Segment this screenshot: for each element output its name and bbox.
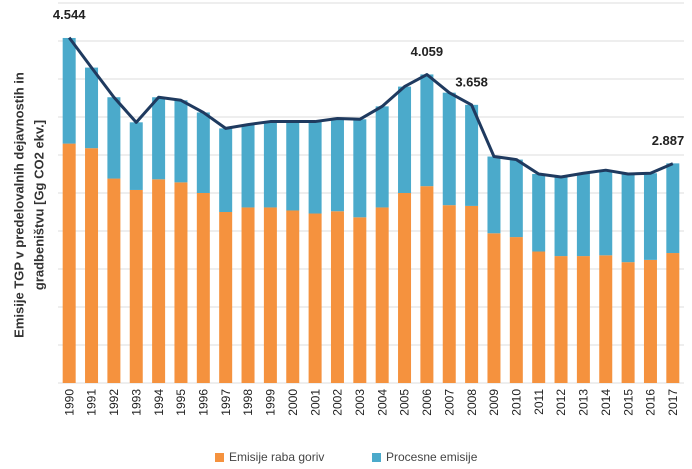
bar-segment (129, 189, 143, 383)
bar-segment (599, 170, 613, 256)
x-tick-label: 2002 (331, 389, 345, 416)
bar-segment (509, 159, 523, 238)
bar-segment (308, 121, 322, 214)
bar-segment (330, 211, 344, 383)
x-tick-label: 1995 (174, 389, 188, 416)
bar-segment (643, 259, 657, 383)
bar-segment (375, 106, 389, 208)
data-label: 2.887 (652, 133, 685, 148)
bar-segment (174, 182, 188, 383)
legend-swatch (372, 453, 381, 462)
bar-segment (308, 213, 322, 383)
bar-segment (241, 207, 255, 383)
x-tick-label: 1993 (129, 389, 143, 416)
bar-segment (62, 37, 76, 144)
bar-segment (442, 92, 456, 206)
data-label: 3.658 (455, 74, 488, 89)
bar-segment (487, 156, 501, 234)
x-tick-label: 2009 (487, 389, 501, 416)
bar-segment (330, 118, 344, 212)
bar-segment (643, 173, 657, 260)
x-tick-label: 1997 (219, 389, 233, 416)
bar-segment (62, 143, 76, 383)
x-tick-label: 1998 (241, 389, 255, 416)
bar-segment (554, 177, 568, 257)
bar-segment (152, 179, 166, 383)
bar-segment (398, 193, 412, 383)
x-tick-label: 2008 (465, 389, 479, 416)
bar-segment (465, 205, 479, 383)
bar-segment (286, 210, 300, 383)
bar-segment (621, 262, 635, 383)
bar-segment (196, 193, 210, 383)
x-tick-label: 2004 (375, 389, 389, 416)
x-tick-label: 2003 (353, 389, 367, 416)
bar-segment (174, 100, 188, 183)
bar-segment (420, 186, 434, 383)
x-tick-label: 2016 (644, 389, 658, 416)
x-tick-label: 1990 (62, 389, 76, 416)
bar-segment (554, 256, 568, 383)
bar-segment (152, 97, 166, 180)
legend-label: Emisije raba goriv (229, 450, 324, 464)
x-tick-label: 2006 (420, 389, 434, 416)
bar-segment (241, 124, 255, 208)
bar-segment (576, 256, 590, 383)
bar-segment (576, 173, 590, 257)
x-tick-label: 2012 (554, 389, 568, 416)
bar-segment (353, 119, 367, 218)
bar-segment (263, 207, 277, 383)
bar-segment (532, 174, 546, 252)
x-tick-label: 1992 (107, 389, 121, 416)
x-tick-label: 2011 (532, 389, 546, 415)
bar-segment (621, 174, 635, 263)
bar-segment (107, 97, 121, 179)
data-label: 4.059 (411, 44, 444, 59)
bar-segment (196, 112, 210, 193)
bar-segment (353, 217, 367, 383)
legend-label: Procesne emisije (386, 450, 478, 464)
bar-segment (666, 163, 680, 254)
x-tick-label: 1999 (264, 389, 278, 416)
bar-segment (398, 86, 412, 193)
x-tick-label: 2013 (577, 389, 591, 416)
bar-segment (107, 178, 121, 383)
x-tick-label: 2005 (398, 389, 412, 416)
bar-segment (420, 74, 434, 187)
bar-segment (286, 121, 300, 211)
x-tick-label: 2014 (599, 389, 613, 416)
x-tick-label: 1991 (85, 389, 99, 416)
bar-segment (129, 122, 143, 190)
bar-segment (85, 148, 99, 383)
bar-segment (599, 255, 613, 383)
x-tick-label: 2010 (509, 389, 523, 416)
y-axis-title: Emisije TGP v predelovalnih dejavnostih … (11, 72, 26, 338)
bar-segment (487, 233, 501, 383)
bar-segment (375, 207, 389, 383)
x-tick-label: 2000 (286, 389, 300, 416)
x-tick-label: 1994 (152, 389, 166, 416)
bar-segment (666, 253, 680, 383)
x-tick-label: 1996 (196, 389, 210, 416)
x-tick-label: 2007 (442, 389, 456, 416)
data-label: 4.544 (53, 7, 86, 22)
bar-segment (532, 251, 546, 383)
x-tick-label: 2017 (666, 389, 680, 416)
bar-segment (263, 121, 277, 208)
bar-segment (465, 104, 479, 206)
bar-segment (509, 237, 523, 383)
bar-segment (442, 205, 456, 383)
x-tick-label: 2001 (308, 389, 322, 416)
y-axis-title: gradbeništvu [Gg CO2 ekv.] (31, 120, 46, 290)
bar-segment (219, 128, 233, 212)
bar-segment (85, 67, 99, 149)
x-tick-label: 2015 (621, 389, 635, 416)
legend-swatch (215, 453, 224, 462)
bar-segment (219, 212, 233, 383)
total-line (67, 36, 674, 179)
